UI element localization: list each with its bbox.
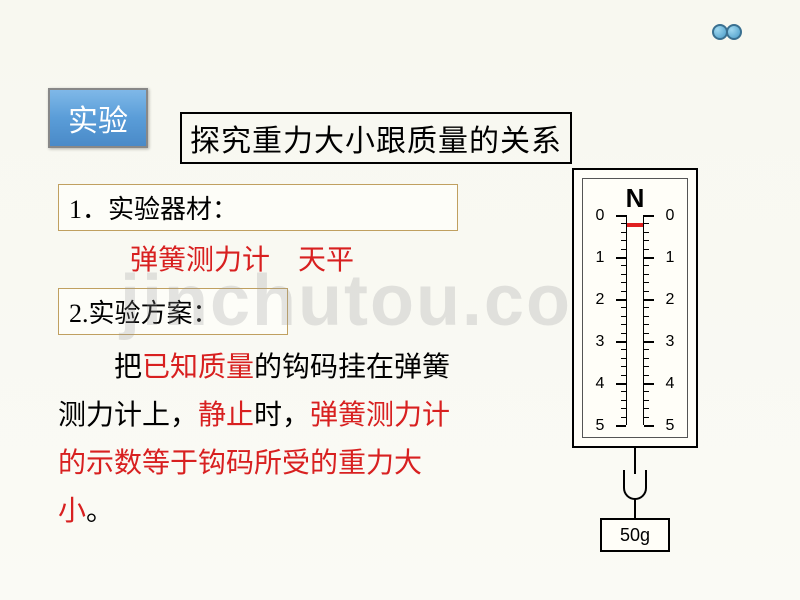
section-plan-header: 2.实验方案： [58, 288, 288, 335]
text-highlight: 已知质量 [142, 352, 254, 383]
tick-track-right [643, 215, 657, 425]
scale-number: 1 [593, 249, 607, 267]
weight-label: 50g [600, 518, 670, 552]
scale-number: 5 [663, 417, 677, 435]
scale-number: 2 [663, 291, 677, 309]
section-label: 实验方案： [89, 299, 219, 328]
experiment-badge: 实验 [48, 88, 148, 148]
scale-inner: N 012345 012345 [582, 178, 688, 438]
scale-frame: N 012345 012345 [572, 168, 698, 448]
page-title: 探究重力大小跟质量的关系 [180, 112, 572, 164]
scale-number: 3 [593, 333, 607, 351]
section-number: 2. [69, 299, 89, 328]
experiment-plan-text: 把已知质量的钩码挂在弹簧测力计上，静止时，弹簧测力计的示数等于钩码所受的重力大小… [58, 344, 478, 536]
hook-icon [623, 470, 647, 500]
text-part: 。 [86, 496, 114, 527]
scale-pointer [627, 223, 643, 227]
scale-number: 5 [593, 417, 607, 435]
equipment-list: 弹簧测力计 天平 [130, 238, 354, 278]
scale-number: 4 [663, 375, 677, 393]
text-part: 时， [254, 400, 310, 431]
scale-number: 3 [663, 333, 677, 351]
scale-number: 1 [663, 249, 677, 267]
text-highlight: 静止 [198, 400, 254, 431]
scale-number: 0 [593, 207, 607, 225]
spring-scale-device: N 012345 012345 50g [560, 168, 710, 564]
text-part: 把 [114, 352, 142, 383]
binoculars-icon [712, 18, 752, 46]
scale-number: 4 [593, 375, 607, 393]
weight-line [634, 498, 636, 518]
section-equipment-header: 1．实验器材： [58, 184, 458, 231]
tick-track-left [613, 215, 627, 425]
scale-number: 2 [593, 291, 607, 309]
section-number: 1． [69, 195, 108, 224]
section-label: 实验器材： [108, 195, 238, 224]
scale-number: 0 [663, 207, 677, 225]
scale-right-column: 012345 [643, 215, 673, 427]
scale-left-column: 012345 [597, 215, 627, 427]
